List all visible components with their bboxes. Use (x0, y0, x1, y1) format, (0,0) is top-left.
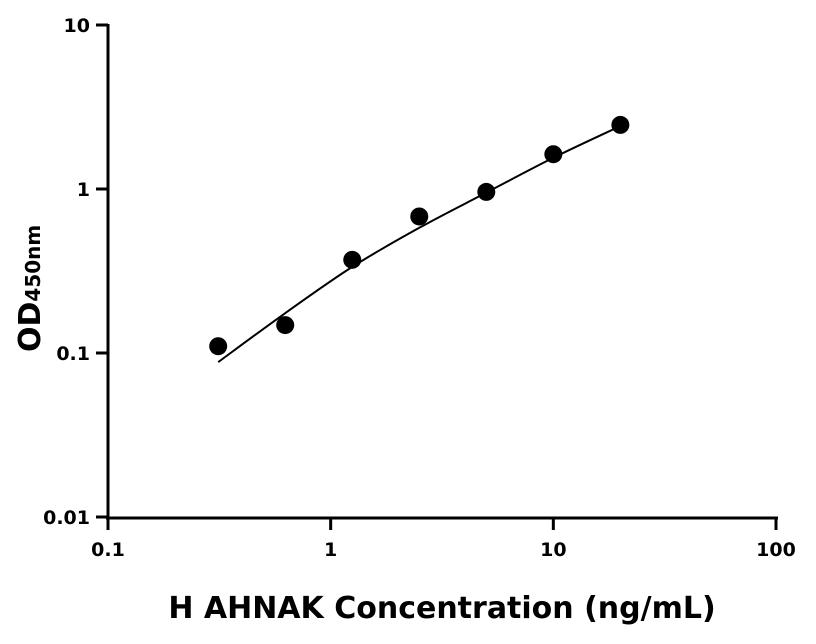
y-axis-label-main: OD (13, 302, 48, 352)
x-axis-label: H AHNAK Concentration (ng/mL) (168, 591, 715, 626)
data-point (276, 316, 295, 335)
data-point (611, 115, 630, 134)
y-axis-label: OD450nm (13, 225, 48, 352)
x-tick-label: 100 (756, 539, 796, 561)
x-tick-label: 1 (324, 539, 337, 561)
data-point (477, 182, 496, 201)
x-tick-label: 0.1 (91, 539, 125, 561)
y-tick-label: 10 (64, 15, 90, 37)
data-point (410, 207, 429, 226)
data-point (343, 250, 362, 269)
axes (106, 24, 778, 520)
y-tick-label: 0.01 (43, 507, 90, 529)
data-point (544, 145, 563, 164)
data-point (209, 337, 228, 356)
y-tick-label: 0.1 (56, 343, 90, 365)
x-tick-label: 10 (540, 539, 566, 561)
y-axis-label-subscript: 450nm (21, 225, 45, 302)
y-tick-label: 1 (77, 179, 90, 201)
